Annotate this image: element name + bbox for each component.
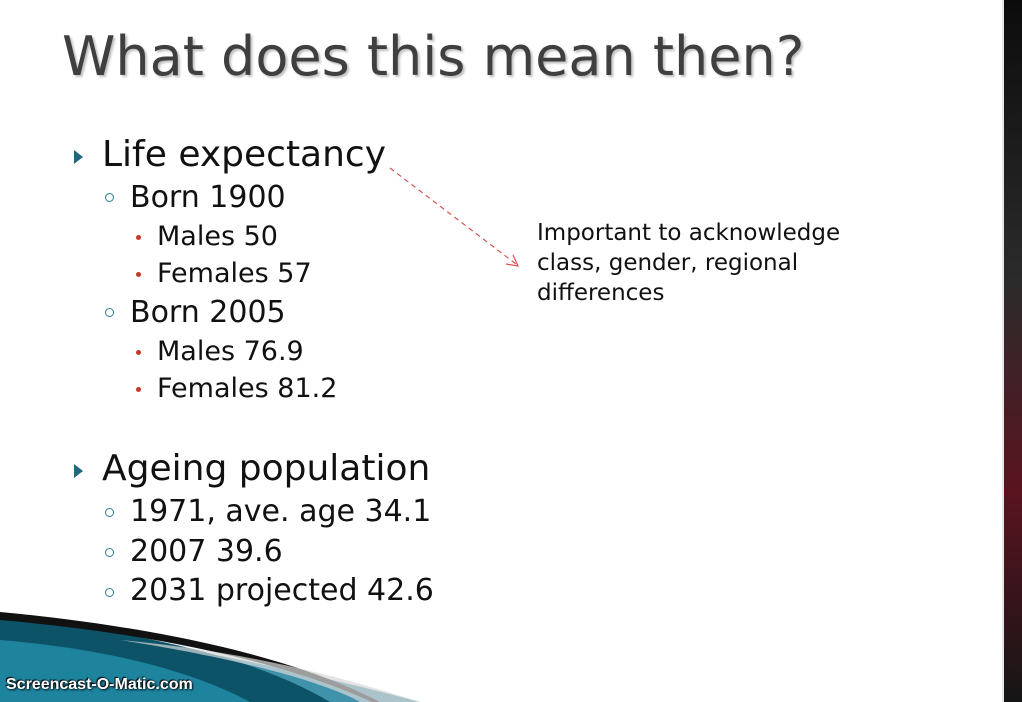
- list-item: Females 57: [157, 258, 312, 289]
- list-item: 1971, ave. age 34.1: [130, 494, 432, 529]
- watermark: Screencast-O-Matic.com: [6, 676, 193, 693]
- ring-icon: [105, 193, 114, 202]
- right-edge-highlight: [1002, 0, 1004, 702]
- dot-icon: [136, 272, 141, 277]
- ring-icon: [105, 588, 114, 597]
- list-item: Males 76.9: [157, 336, 304, 367]
- section-heading-ageing-population: Ageing population: [102, 448, 431, 489]
- ring-icon: [105, 508, 114, 517]
- list-item: 2031 projected 42.6: [130, 573, 434, 608]
- right-edge-strip: [1004, 0, 1022, 702]
- section-heading-life-expectancy: Life expectancy: [102, 134, 387, 175]
- list-item: Females 81.2: [157, 373, 338, 404]
- triangle-arrow-icon: [74, 464, 83, 478]
- list-item: 2007 39.6: [130, 534, 283, 569]
- list-item: Males 50: [157, 221, 278, 252]
- group-label-born-2005: Born 2005: [130, 295, 286, 330]
- annotation-note: Important to acknowledge class, gender, …: [537, 220, 841, 306]
- dot-icon: [136, 387, 141, 392]
- ring-icon: [105, 548, 114, 557]
- dot-icon: [136, 235, 141, 240]
- ring-icon: [105, 308, 114, 317]
- dot-icon: [136, 350, 141, 355]
- group-label-born-1900: Born 1900: [130, 180, 286, 215]
- triangle-arrow-icon: [74, 150, 83, 164]
- slide-title: What does this mean then?: [62, 25, 805, 88]
